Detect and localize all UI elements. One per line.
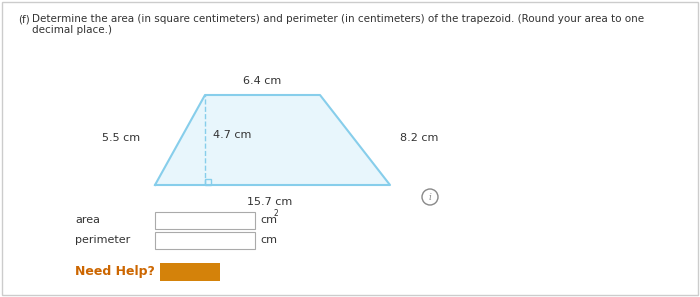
- Text: decimal place.): decimal place.): [32, 25, 112, 35]
- Text: 8.2 cm: 8.2 cm: [400, 133, 438, 143]
- Text: cm: cm: [260, 235, 277, 245]
- Text: perimeter: perimeter: [75, 235, 130, 245]
- Bar: [160, 263, 220, 281]
- Text: 4.7 cm: 4.7 cm: [213, 130, 251, 140]
- Text: Need Help?: Need Help?: [75, 266, 155, 279]
- Text: 5.5 cm: 5.5 cm: [102, 133, 140, 143]
- Text: Determine the area (in square centimeters) and perimeter (in centimeters) of the: Determine the area (in square centimeter…: [32, 14, 644, 24]
- Bar: [155, 212, 255, 229]
- Text: Read It: Read It: [170, 267, 209, 277]
- Text: i: i: [428, 192, 431, 201]
- Text: (f): (f): [18, 14, 29, 24]
- Polygon shape: [155, 95, 390, 185]
- Text: area: area: [75, 215, 100, 225]
- Text: 2: 2: [274, 209, 279, 219]
- Bar: [155, 232, 255, 249]
- Text: 15.7 cm: 15.7 cm: [247, 197, 293, 207]
- Text: 6.4 cm: 6.4 cm: [243, 76, 281, 86]
- Text: cm: cm: [260, 215, 277, 225]
